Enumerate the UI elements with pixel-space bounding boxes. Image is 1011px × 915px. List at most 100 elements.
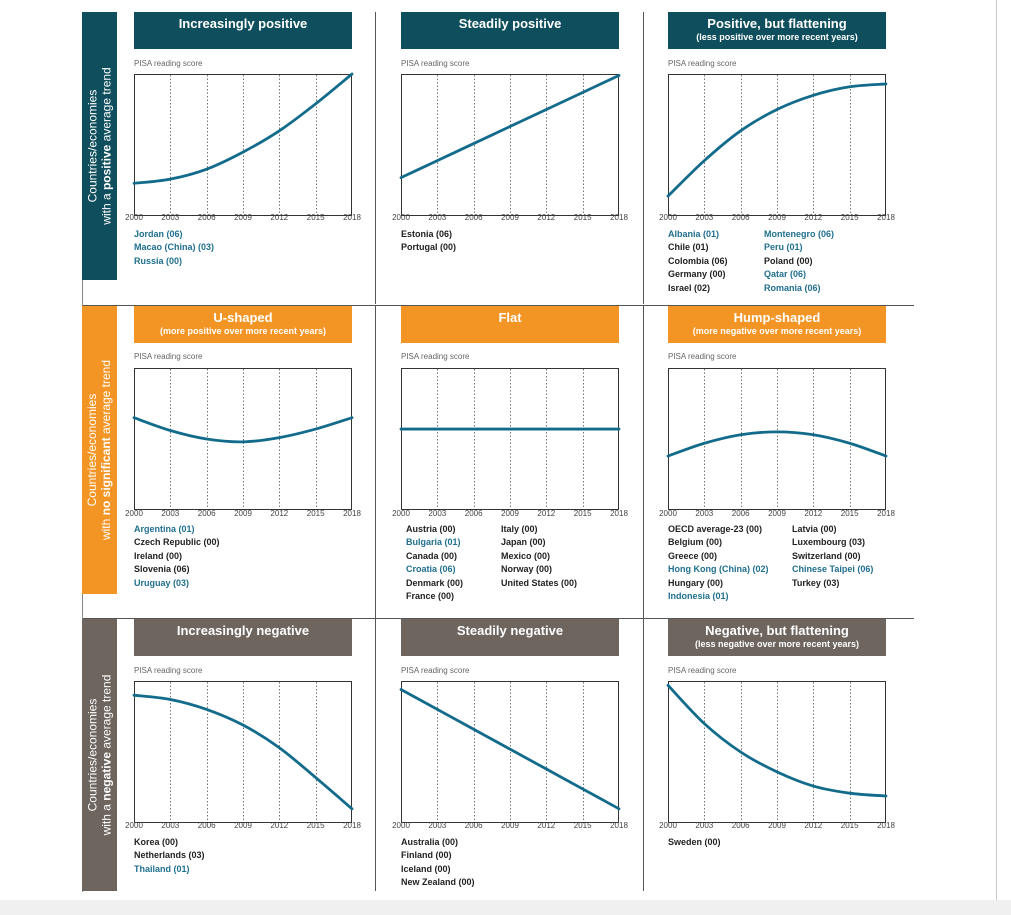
country-name: Slovenia (06) bbox=[134, 564, 190, 575]
x-tick-label: 2012 bbox=[804, 821, 823, 830]
panel-header: Steadily negative bbox=[401, 619, 619, 656]
y-axis-label: PISA reading score bbox=[668, 666, 737, 675]
row-label-line-1: Countries/economies bbox=[85, 698, 100, 812]
plot-frame bbox=[134, 74, 352, 216]
country-name: Korea (00) bbox=[134, 837, 179, 847]
row-label-line-2: with a negative average trend bbox=[100, 675, 114, 836]
x-tick-label: 2003 bbox=[428, 509, 447, 518]
x-tick-label: 2018 bbox=[610, 509, 628, 518]
trend-line bbox=[666, 430, 888, 458]
country-name: Australia (00) bbox=[401, 837, 459, 847]
x-tick-label: 2015 bbox=[573, 213, 592, 222]
x-tick-label: 2009 bbox=[501, 213, 519, 222]
row-label-suffix: average trend bbox=[99, 674, 114, 753]
country-name: Germany (00) bbox=[668, 269, 726, 280]
x-tick-label: 2003 bbox=[695, 213, 714, 222]
country-name: United States (00) bbox=[501, 577, 578, 588]
country-name: Denmark (00) bbox=[406, 577, 464, 588]
grid-horizontal-divider bbox=[82, 618, 914, 619]
row-label-line-1: Countries/economies bbox=[85, 89, 100, 203]
grid-vertical-divider bbox=[643, 619, 644, 891]
country-column: Italy (00) Japan (00) Mexico (00) Norway (0… bbox=[501, 523, 577, 590]
x-axis-ticks: 2000 2003 2006 2009 2012 2015 2018 bbox=[659, 213, 908, 223]
trend-line bbox=[399, 74, 621, 180]
panel-title: Steadily positive bbox=[458, 16, 562, 31]
panel-header: Increasingly positive bbox=[134, 12, 352, 49]
x-tick-label: 2006 bbox=[731, 509, 750, 518]
x-axis-ticks: 2000 2003 2006 2009 2012 2015 2018 bbox=[659, 509, 908, 519]
panel-title: Positive, but flattening bbox=[707, 16, 847, 31]
country-name: Japan (00) bbox=[501, 537, 546, 548]
x-tick-label: 2015 bbox=[840, 213, 859, 222]
plot-frame bbox=[401, 681, 619, 823]
line-chart bbox=[132, 72, 354, 216]
country-column: Korea (00) Netherlands (03) Thailand (01) bbox=[134, 836, 205, 876]
panel-title: Increasingly negative bbox=[176, 623, 310, 638]
panel-subtitle: (less positive over more recent years) bbox=[696, 32, 858, 42]
plot-frame bbox=[668, 368, 886, 510]
x-tick-label: 2003 bbox=[695, 821, 714, 830]
country-column: Latvia (00) Luxembourg (03) Switzerland (0… bbox=[792, 523, 873, 590]
country-name: Estonia (06) bbox=[401, 229, 453, 239]
x-tick-label: 2018 bbox=[343, 821, 361, 830]
x-axis-ticks: 2000 2003 2006 2009 2012 2015 2018 bbox=[659, 821, 908, 831]
x-tick-label: 2000 bbox=[659, 509, 677, 518]
country-name: Poland (00) bbox=[764, 255, 813, 266]
y-axis-label: PISA reading score bbox=[401, 666, 470, 675]
row-label-text: Countries/economies with a positive avera… bbox=[86, 67, 114, 224]
x-tick-label: 2015 bbox=[306, 509, 325, 518]
row-label-emphasis: negative bbox=[99, 752, 114, 801]
x-tick-label: 2006 bbox=[464, 213, 483, 222]
plot-frame bbox=[668, 74, 886, 216]
country-name: Norway (00) bbox=[501, 564, 553, 575]
country-name: Hungary (00) bbox=[668, 577, 724, 588]
x-tick-label: 2009 bbox=[768, 821, 786, 830]
country-name: Montenegro (06) bbox=[764, 229, 835, 239]
x-tick-label: 2003 bbox=[161, 213, 180, 222]
line-chart bbox=[666, 368, 888, 510]
x-tick-label: 2009 bbox=[234, 821, 252, 830]
country-name: Uruguay (03) bbox=[134, 577, 190, 588]
x-tick-label: 2009 bbox=[768, 213, 786, 222]
trend-line bbox=[666, 683, 888, 798]
x-tick-label: 2012 bbox=[270, 509, 289, 518]
x-tick-label: 2012 bbox=[270, 821, 289, 830]
country-name: New Zealand (00) bbox=[401, 877, 475, 888]
country-name: Italy (00) bbox=[501, 524, 538, 534]
x-tick-label: 2006 bbox=[197, 509, 216, 518]
country-name: Indonesia (01) bbox=[668, 591, 729, 602]
line-chart bbox=[666, 681, 888, 823]
row-label-text: Countries/economies with no significant a… bbox=[86, 360, 114, 540]
y-axis-label: PISA reading score bbox=[668, 352, 737, 361]
country-column: Austria (00) Bulgaria (01) Canada (00) Croa… bbox=[406, 523, 463, 603]
x-tick-label: 2018 bbox=[610, 821, 628, 830]
country-name: Iceland (00) bbox=[401, 863, 451, 874]
page-bottom-band bbox=[0, 900, 1011, 915]
x-tick-label: 2015 bbox=[573, 821, 592, 830]
x-tick-label: 2000 bbox=[392, 213, 410, 222]
line-chart bbox=[132, 368, 354, 510]
x-tick-label: 2003 bbox=[428, 821, 447, 830]
panel-header: Negative, but flattening (less negative o… bbox=[668, 619, 886, 656]
grid-vertical-divider bbox=[375, 306, 376, 619]
country-name: Albania (01) bbox=[668, 229, 720, 239]
country-name: Bulgaria (01) bbox=[406, 537, 461, 548]
country-name: Israel (02) bbox=[668, 282, 711, 293]
x-tick-label: 2006 bbox=[464, 821, 483, 830]
x-tick-label: 2012 bbox=[804, 509, 823, 518]
row-label-line-2: with a positive average trend bbox=[100, 67, 114, 224]
country-name: Portugal (00) bbox=[401, 242, 457, 253]
country-name: Jordan (06) bbox=[134, 229, 183, 239]
panel-header: Increasingly negative bbox=[134, 619, 352, 656]
country-name: Luxembourg (03) bbox=[792, 537, 866, 548]
x-tick-label: 2003 bbox=[428, 213, 447, 222]
plot-frame bbox=[668, 681, 886, 823]
trend-line bbox=[666, 82, 888, 198]
country-name: Chinese Taipei (06) bbox=[792, 564, 874, 575]
x-tick-label: 2015 bbox=[840, 509, 859, 518]
x-tick-label: 2018 bbox=[343, 509, 361, 518]
x-tick-label: 2015 bbox=[306, 821, 325, 830]
trend-line bbox=[132, 416, 354, 444]
row-label-positive: Countries/economies with a positive avera… bbox=[82, 12, 117, 280]
x-tick-label: 2006 bbox=[197, 213, 216, 222]
